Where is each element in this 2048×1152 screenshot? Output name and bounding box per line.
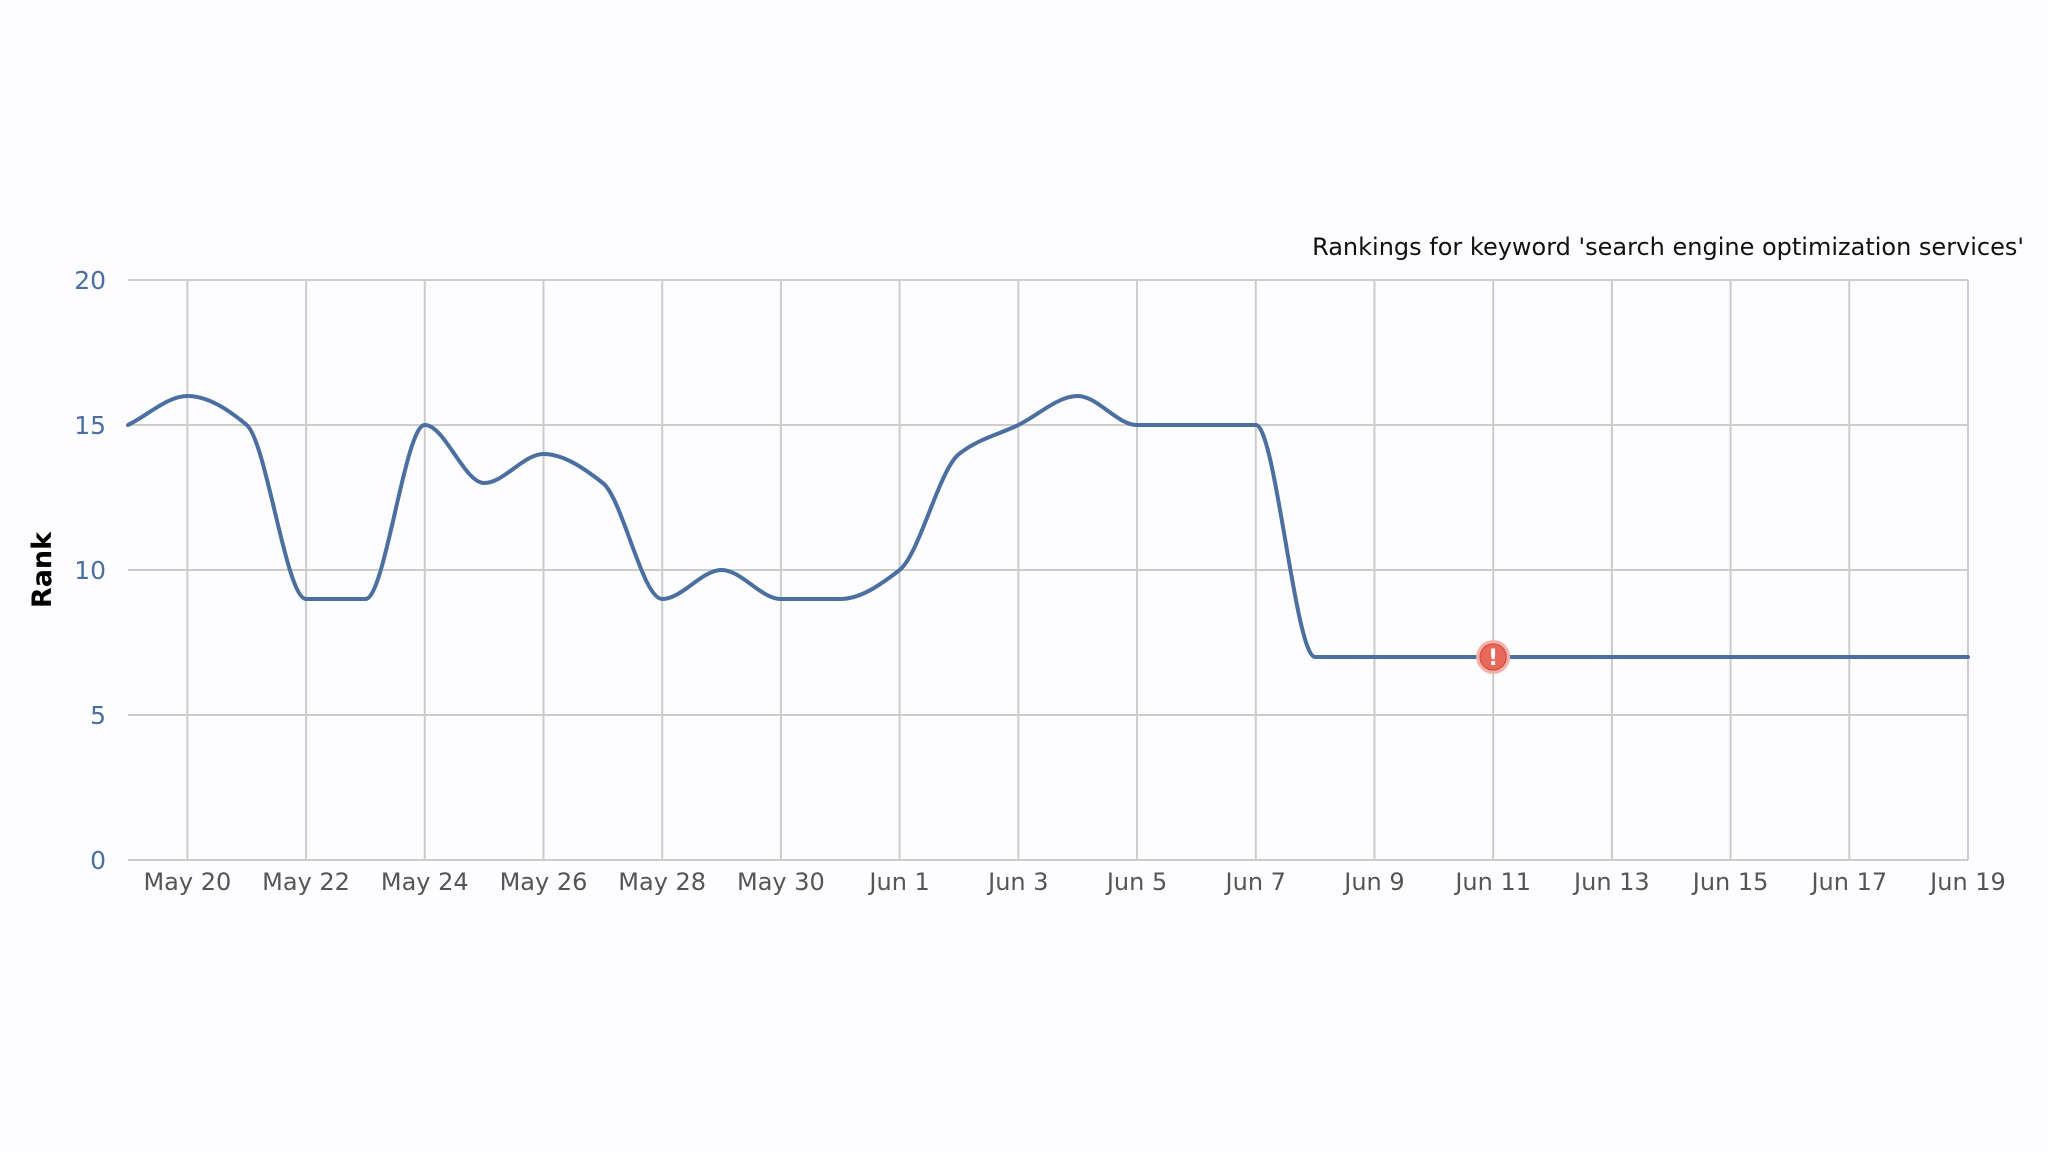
y-tick-label: 0 [90, 846, 106, 875]
y-axis-label: Rank [27, 531, 58, 608]
chart-title: Rankings for keyword 'search engine opti… [1312, 233, 2024, 261]
x-tick-label: Jun 5 [1105, 868, 1167, 896]
y-tick-label: 5 [90, 701, 106, 730]
annotation-layer: ! [1476, 640, 1511, 674]
alert-marker-symbol: ! [1488, 646, 1498, 671]
y-tick-label: 10 [74, 556, 106, 585]
x-tick-label: May 26 [500, 868, 588, 896]
x-tick-label: Jun 11 [1453, 868, 1531, 896]
x-tick-label: May 28 [618, 868, 706, 896]
y-tick-label: 20 [74, 266, 106, 295]
rank-series-line [126, 394, 1970, 659]
y-tick-label: 15 [74, 411, 106, 440]
x-tick-label: Jun 19 [1928, 868, 2006, 896]
x-tick-label: Jun 3 [986, 868, 1048, 896]
alert-icon[interactable]: ! [1476, 640, 1511, 674]
x-tick-label: May 22 [262, 868, 350, 896]
label-layer: Rankings for keyword 'search engine opti… [27, 233, 2024, 896]
x-tick-label: Jun 7 [1224, 868, 1286, 896]
series-layer [126, 394, 1970, 659]
x-tick-label: Jun 15 [1691, 868, 1769, 896]
x-tick-label: Jun 17 [1809, 868, 1887, 896]
alert-marker-dot [1479, 643, 1507, 671]
x-tick-label: Jun 1 [867, 868, 929, 896]
x-tick-label: May 20 [143, 868, 231, 896]
grid [128, 279, 1969, 861]
x-tick-label: May 30 [737, 868, 825, 896]
x-tick-label: Jun 9 [1342, 868, 1404, 896]
x-tick-label: Jun 13 [1572, 868, 1650, 896]
x-tick-label: May 24 [381, 868, 469, 896]
